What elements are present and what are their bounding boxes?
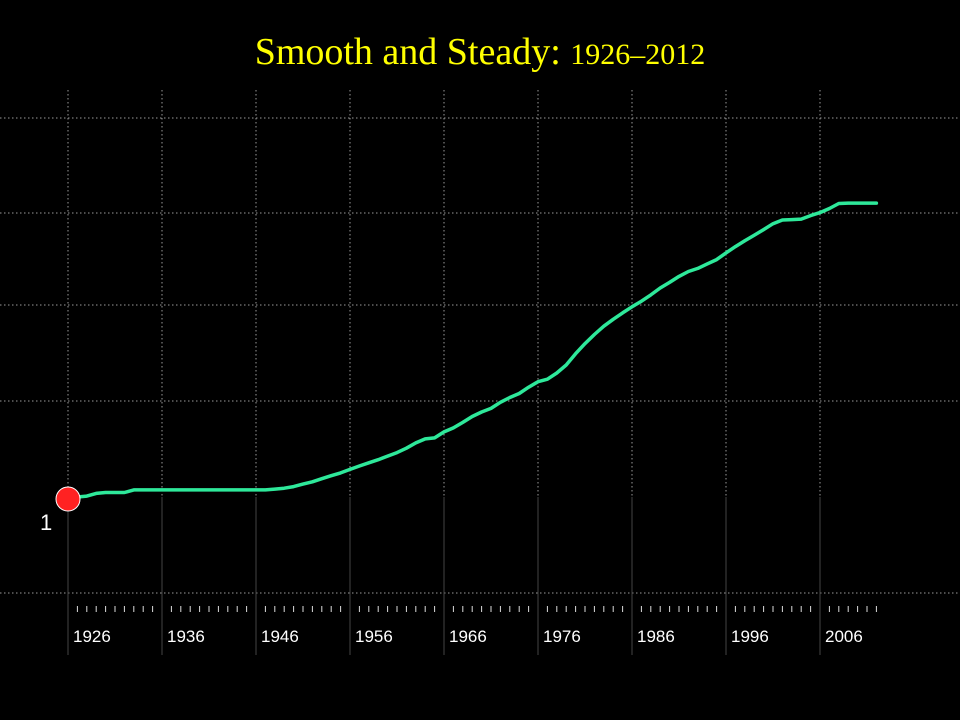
vertical-gridlines [67, 90, 821, 655]
start-value-label: 1 [40, 510, 52, 535]
x-tick-label: 1966 [449, 627, 487, 646]
x-tick-label: 1986 [637, 627, 675, 646]
series-line [66, 201, 879, 499]
x-tick-label: 1946 [261, 627, 299, 646]
chart-subtitle: 1926–2012 [570, 38, 706, 71]
series-group [66, 201, 879, 499]
x-tick-label: 1996 [731, 627, 769, 646]
chart-title-main: Smooth and Steady: [254, 31, 561, 73]
chart-title: Smooth and Steady: 1926–2012 [0, 30, 960, 74]
start-marker-group: 1 [40, 486, 81, 535]
x-tick-label: 1956 [355, 627, 393, 646]
x-axis-tick-labels: 1926 1936 1946 1956 1966 1976 1986 1996 2006 [73, 627, 863, 646]
horizontal-gridlines [0, 117, 960, 594]
start-marker [55, 486, 81, 512]
x-tick-label: 1976 [543, 627, 581, 646]
x-tick-label: 1926 [73, 627, 111, 646]
x-tick-label: 1936 [167, 627, 205, 646]
x-tick-label: 2006 [825, 627, 863, 646]
minor-ticks [76, 606, 877, 612]
